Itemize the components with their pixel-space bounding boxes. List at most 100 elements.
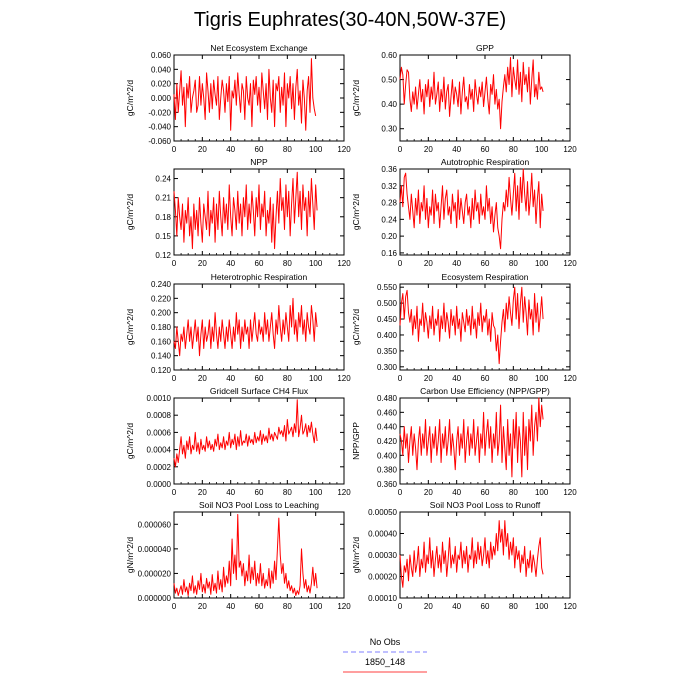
x-tick-label: 0: [398, 374, 403, 383]
x-tick-label: 20: [198, 145, 207, 154]
chart-title: Carbon Use Efficiency (NPP/GPP): [420, 386, 550, 396]
x-tick-label: 80: [283, 145, 292, 154]
x-tick-label: 100: [309, 602, 323, 611]
y-tick-label: 0.0002: [147, 463, 172, 472]
y-axis-label: gC/m^2/d: [351, 194, 361, 230]
y-tick-label: 0.550: [377, 283, 398, 292]
y-tick-label: 0.440: [377, 423, 398, 432]
y-axis-label: gC/m^2/d: [351, 80, 361, 116]
y-tick-label: 0.400: [377, 331, 398, 340]
x-tick-label: 80: [509, 145, 518, 154]
y-tick-label: 0.220: [151, 294, 172, 303]
x-tick-label: 60: [255, 259, 264, 268]
plot-frame: [399, 511, 571, 599]
page-title: Tigris Euphrates(30-40N,50W-37E): [193, 9, 507, 31]
series-line: [173, 513, 318, 597]
x-tick-label: 80: [283, 374, 292, 383]
x-tick-label: 100: [535, 259, 549, 268]
x-tick-label: 20: [198, 488, 207, 497]
x-tick-label: 80: [509, 488, 518, 497]
x-tick-label: 0: [398, 602, 403, 611]
y-tick-label: 0.60: [381, 51, 397, 60]
y-axis-label: gC/m^2/d: [125, 194, 135, 230]
y-tick-label: 0.000060: [138, 520, 172, 529]
y-tick-label: 0.00020: [368, 573, 397, 582]
y-tick-label: 0.36: [381, 165, 397, 174]
x-tick-label: 60: [481, 259, 490, 268]
x-tick-label: 20: [424, 374, 433, 383]
series-line: [399, 168, 544, 250]
chart-autotrophic-respiration: Autotrophic Respiration gC/m^2/d 0 20 40 60 80…: [351, 157, 577, 268]
x-tick-label: 120: [563, 602, 577, 611]
y-tick-label: -0.060: [148, 137, 171, 146]
x-tick-label: 0: [398, 259, 403, 268]
y-tick-label: 0.0000: [147, 480, 172, 489]
x-tick-label: 120: [337, 145, 351, 154]
x-tick-label: 60: [255, 145, 264, 154]
y-tick-label: 0.140: [151, 352, 172, 361]
y-tick-label: 0.000040: [138, 545, 172, 554]
y-tick-label: 0.380: [377, 466, 398, 475]
x-tick-label: 40: [226, 259, 235, 268]
x-tick-label: 100: [535, 602, 549, 611]
y-tick-label: 0.16: [381, 249, 397, 258]
x-tick-label: 40: [226, 602, 235, 611]
y-tick-label: -0.020: [148, 108, 171, 117]
y-tick-label: 0.500: [377, 299, 398, 308]
x-tick-label: 60: [481, 602, 490, 611]
y-tick-label: 0.0008: [147, 411, 172, 420]
x-tick-label: 40: [226, 374, 235, 383]
y-tick-label: 0.0006: [147, 428, 172, 437]
y-tick-label: 0.000020: [138, 569, 172, 578]
y-tick-label: 0.40: [381, 100, 397, 109]
y-tick-label: 0.060: [151, 51, 172, 60]
x-tick-label: 120: [337, 488, 351, 497]
y-axis-label: gC/m^2/d: [125, 309, 135, 345]
y-tick-label: 0.00050: [368, 508, 397, 517]
y-tick-label: 0.420: [377, 437, 398, 446]
plot-frame: [399, 54, 571, 142]
x-tick-label: 60: [481, 145, 490, 154]
y-tick-label: 0.24: [381, 215, 397, 224]
y-tick-label: 0.020: [151, 80, 172, 89]
y-tick-label: -0.040: [148, 123, 171, 132]
y-tick-label: 0.00030: [368, 551, 397, 560]
chart-title: Soil NO3 Pool Loss to Runoff: [430, 500, 541, 510]
chart-title: GPP: [476, 43, 494, 53]
x-tick-label: 100: [535, 374, 549, 383]
y-tick-label: 0.15: [155, 232, 171, 241]
x-tick-label: 40: [452, 602, 461, 611]
y-tick-label: 0.300: [377, 363, 398, 372]
y-tick-label: 0.480: [377, 394, 398, 403]
chart-npp: NPP gC/m^2/d 0 20 40 60 80 100 120 0.12 0.15 0.18 0.…: [125, 157, 351, 268]
y-tick-label: 0.12: [155, 251, 171, 260]
series-line: [173, 58, 317, 131]
y-tick-label: 0.00040: [368, 530, 397, 539]
y-tick-label: 0.0004: [147, 446, 172, 455]
x-tick-label: 120: [337, 374, 351, 383]
y-tick-label: 0.18: [155, 213, 171, 222]
x-tick-label: 80: [283, 488, 292, 497]
x-tick-label: 60: [255, 374, 264, 383]
x-tick-label: 20: [424, 145, 433, 154]
x-tick-label: 120: [337, 259, 351, 268]
x-tick-label: 40: [226, 145, 235, 154]
x-tick-label: 80: [509, 259, 518, 268]
plot-frame: [173, 54, 345, 142]
chart-heterotrophic-respiration: Heterotrophic Respiration gC/m^2/d 0 20 40 60…: [125, 272, 351, 383]
x-tick-label: 120: [563, 259, 577, 268]
y-axis-label: gN/m^2/d: [125, 537, 135, 573]
chart-title: Heterotrophic Respiration: [211, 272, 308, 282]
x-tick-label: 120: [563, 374, 577, 383]
series-line: [173, 171, 318, 250]
x-tick-label: 80: [283, 602, 292, 611]
x-tick-label: 100: [309, 374, 323, 383]
chart-soil-no3-pool-loss-to-leaching: Soil NO3 Pool Loss to Leaching gN/m^2/d 0 2…: [125, 500, 351, 611]
x-tick-label: 60: [481, 374, 490, 383]
chart-title: Ecosystem Respiration: [442, 272, 529, 282]
y-tick-label: 0.0010: [147, 394, 172, 403]
y-axis-label: gC/m^2/d: [125, 80, 135, 116]
x-tick-label: 40: [452, 488, 461, 497]
x-tick-label: 40: [452, 145, 461, 154]
